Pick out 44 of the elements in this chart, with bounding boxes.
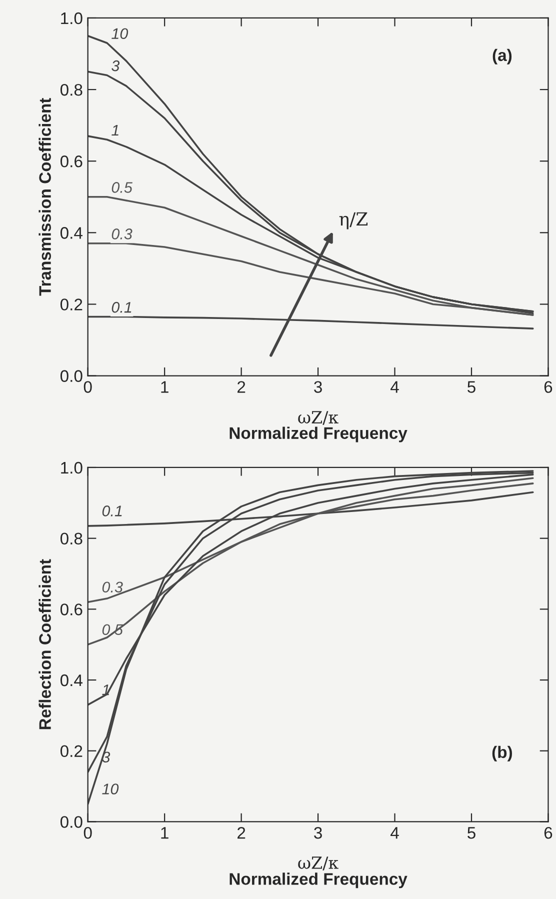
y-tick-label: 0.8	[60, 532, 82, 545]
series-label: 1	[112, 124, 118, 136]
text: ωZ/κ	[298, 856, 338, 870]
text: ωZ/κ	[298, 411, 338, 425]
x-tick-label: 6	[544, 826, 552, 839]
x-axis-title: Normalized Frequency	[230, 426, 408, 442]
x-tick-label: 5	[468, 827, 476, 839]
series-label: 3	[112, 60, 120, 72]
series-label: 0.3	[112, 228, 132, 240]
y-tick-label: 0.2	[60, 745, 82, 758]
x-tick-label: 3	[314, 381, 322, 393]
y-axis-title: Reflection Coefficient	[38, 559, 51, 730]
x-tick-label: 3	[314, 826, 322, 839]
y-tick-label: 0.0	[60, 370, 82, 382]
y-axis-title: Transmission Coefficient	[38, 98, 51, 296]
x-tick-label: 6	[544, 381, 552, 393]
x-axis-title: Normalized Frequency	[230, 872, 408, 888]
series-label: 0.1	[102, 506, 122, 516]
x-tick-label: 0	[84, 381, 92, 393]
x-tick-label: 2	[238, 826, 246, 839]
y-tick-label: 1.0	[61, 462, 82, 474]
series-label: 10	[102, 784, 119, 794]
y-tick-label: 1.0	[61, 12, 82, 24]
annotation: (a)	[492, 48, 512, 64]
x-tick-label: 4	[390, 381, 399, 393]
y-tick-label: 0.8	[60, 84, 82, 96]
annotation: η/Z	[339, 212, 368, 230]
x-tick-label: 1	[161, 381, 168, 393]
y-tick-label: 0.6	[60, 604, 82, 616]
y-tick-label: 0.4	[60, 227, 82, 239]
x-tick-label: 4	[390, 827, 399, 839]
y-tick-label: 0.2	[60, 298, 82, 310]
y-tick-label: 0.6	[60, 156, 82, 168]
y-tick-label: 0.0	[60, 816, 82, 828]
series-label: 0.3	[102, 582, 123, 593]
x-tick-label: 5	[468, 381, 476, 393]
x-tick-label: 2	[238, 381, 246, 393]
x-tick-label: 1	[161, 827, 168, 839]
annotation: (b)	[492, 746, 512, 762]
series-label: 0.1	[112, 302, 132, 313]
series-label: 10	[112, 28, 128, 40]
y-tick-label: 0.4	[60, 674, 82, 686]
x-tick-label: 0	[84, 826, 92, 839]
series-label: 0.5	[112, 182, 132, 193]
